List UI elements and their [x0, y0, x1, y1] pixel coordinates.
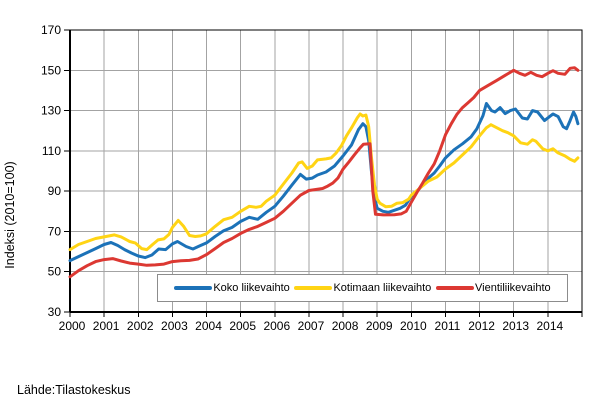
- source-caption: Lähde:Tilastokeskus: [17, 383, 131, 397]
- y-tick-label: 150: [41, 63, 61, 77]
- y-tick-label: 70: [48, 224, 62, 238]
- x-tick-label: 2014: [537, 319, 564, 333]
- series-line-2: [68, 112, 580, 252]
- y-tick-label: 110: [42, 144, 61, 158]
- legend-item-3: Vientiliikevaihto: [436, 282, 551, 294]
- legend-item-2: Kotimaan liikevaihto: [294, 282, 431, 294]
- y-axis-title: Indeksi (2010=100): [3, 161, 17, 268]
- series-line-1: [68, 102, 580, 263]
- x-tick-label: 2004: [195, 319, 222, 333]
- x-tick-label: 2000: [59, 319, 86, 333]
- legend-label: Koko liikevaihto: [213, 282, 290, 294]
- y-tick-label: 170: [41, 23, 61, 37]
- x-tick-label: 2010: [400, 319, 427, 333]
- y-tick-label: 90: [48, 184, 62, 198]
- y-tick-label: 50: [48, 265, 62, 279]
- data-series-lines: [68, 66, 580, 279]
- x-tick-label: 2009: [366, 319, 393, 333]
- legend-label: Vientiliikevaihto: [475, 282, 551, 294]
- x-tick-label: 2012: [468, 319, 495, 333]
- x-tick-label: 2013: [502, 319, 529, 333]
- legend-swatch-icon: [294, 286, 333, 290]
- axis-ticks: [64, 29, 583, 317]
- x-tick-label: 2001: [93, 319, 120, 333]
- x-tick-label: 2011: [435, 319, 461, 333]
- x-tick-label: 2005: [229, 319, 256, 333]
- y-tick-label: 130: [41, 104, 61, 118]
- axis-tick-labels: 30 50 70 90 110 130 150 170 2000 2001 2002 2003 2004…: [41, 23, 564, 333]
- x-tick-label: 2003: [161, 319, 188, 333]
- legend-swatch-icon: [174, 286, 213, 290]
- x-tick-label: 2002: [127, 319, 154, 333]
- y-tick-label: 30: [48, 305, 62, 319]
- x-tick-label: 2007: [298, 319, 325, 333]
- series-line-3: [68, 66, 580, 279]
- legend-label: Kotimaan liikevaihto: [333, 282, 432, 294]
- x-tick-label: 2008: [332, 319, 359, 333]
- plot-frame: [69, 29, 583, 313]
- chart-legend: Koko liikevaihto Kotimaan liikevaihto Vien…: [157, 274, 568, 302]
- x-tick-label: 2006: [263, 319, 290, 333]
- legend-item-1: Koko liikevaihto: [174, 282, 290, 294]
- legend-swatch-icon: [436, 286, 474, 290]
